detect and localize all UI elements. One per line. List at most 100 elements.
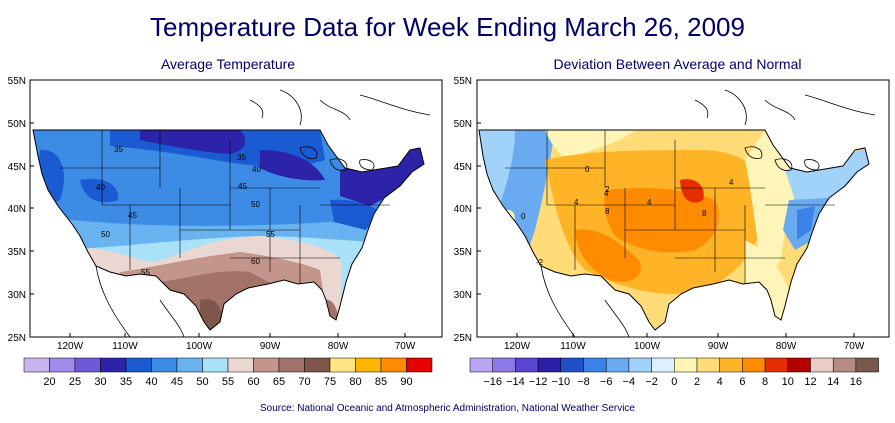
lat-label: 30N bbox=[8, 290, 26, 301]
legend-label: 35 bbox=[120, 376, 132, 388]
lat-label: 45N bbox=[454, 162, 472, 173]
legend-label: 6 bbox=[739, 376, 745, 388]
legend-label: 50 bbox=[196, 376, 208, 388]
legend-label: 20 bbox=[43, 376, 55, 388]
lat-label: 45N bbox=[8, 162, 26, 173]
legend-label: 40 bbox=[145, 376, 157, 388]
legend-label: −8 bbox=[577, 376, 590, 388]
legend-label: 45 bbox=[171, 376, 183, 388]
legend-swatch bbox=[719, 357, 743, 373]
legend-label: 16 bbox=[850, 376, 862, 388]
contour-label: 0 bbox=[521, 212, 526, 221]
legend-swatch bbox=[100, 357, 127, 373]
legend-label: 2 bbox=[694, 376, 700, 388]
lon-label: 80W bbox=[776, 341, 797, 352]
lat-label: 25N bbox=[454, 333, 472, 344]
legend-swatch bbox=[380, 357, 407, 373]
lon-label: 80W bbox=[328, 341, 349, 352]
lat-label: 50N bbox=[454, 119, 472, 130]
longitude-axis: 120W 110W 100W 90W 80W 70W bbox=[57, 341, 416, 352]
contour-label: -2 bbox=[536, 258, 544, 267]
lon-label: 70W bbox=[395, 341, 416, 352]
legend-swatch bbox=[787, 357, 811, 373]
lat-label: 40N bbox=[454, 204, 472, 215]
lon-label: 110W bbox=[560, 341, 586, 352]
legend-swatch bbox=[537, 357, 562, 373]
legend-swatch bbox=[764, 357, 789, 373]
legend-swatch bbox=[492, 357, 516, 373]
contour-label: 60 bbox=[251, 257, 260, 266]
legend-label: 80 bbox=[349, 376, 361, 388]
legend-swatch bbox=[406, 357, 433, 373]
legend-swatch bbox=[23, 357, 50, 373]
legend-swatch bbox=[696, 357, 720, 373]
contour-label: 35 bbox=[237, 153, 246, 162]
legend-swatch bbox=[560, 357, 584, 373]
legend-swatch bbox=[469, 357, 493, 373]
legend-label: 12 bbox=[804, 376, 816, 388]
legend-swatch bbox=[515, 357, 539, 373]
contour-label: 40 bbox=[252, 165, 261, 174]
temperature-deviation-legend: −16 −14 −12 −10 −8 −6 −4 −2 0 2 4 6 8 10 12 14 16 bbox=[469, 357, 879, 388]
lat-label: 55N bbox=[454, 76, 472, 87]
legend-swatch bbox=[355, 357, 382, 373]
legend-label: 0 bbox=[671, 376, 677, 388]
contour-label: 8 bbox=[702, 209, 707, 218]
legend-swatch bbox=[125, 357, 152, 373]
legend-label: 60 bbox=[247, 376, 259, 388]
legend-label: 90 bbox=[400, 376, 412, 388]
legend-swatch bbox=[628, 357, 652, 373]
lat-label: 40N bbox=[8, 204, 26, 215]
average-temperature-map: 35 35 40 40 45 45 50 50 55 55 60 55N 50N… bbox=[8, 76, 443, 352]
legend-label: 30 bbox=[94, 376, 106, 388]
lon-label: 120W bbox=[57, 341, 84, 352]
longitude-axis: 120W 110W 100W 90W 80W 70W bbox=[504, 341, 865, 352]
lon-label: 100W bbox=[186, 341, 213, 352]
legend-swatch bbox=[151, 357, 178, 373]
legend-swatch bbox=[651, 357, 675, 373]
legend-swatch bbox=[832, 357, 857, 373]
lat-label: 25N bbox=[8, 333, 26, 344]
contour-label: 45 bbox=[238, 182, 247, 191]
contour-label: 4 bbox=[574, 198, 579, 207]
legend-label: −6 bbox=[600, 376, 613, 388]
contour-labels: 0 4 4 4 8 8 0 2 -2 4 bbox=[521, 165, 734, 267]
legend-label: 10 bbox=[782, 376, 794, 388]
legend-swatch bbox=[227, 357, 254, 373]
contour-labels: 35 35 40 40 45 45 50 50 55 55 60 bbox=[96, 145, 275, 277]
contour-label: 4 bbox=[647, 198, 652, 207]
legend-swatch bbox=[742, 357, 766, 373]
contour-label: 45 bbox=[128, 211, 137, 220]
legend-swatch bbox=[253, 357, 280, 373]
contour-label: 55 bbox=[266, 230, 275, 239]
lat-label: 50N bbox=[8, 119, 26, 130]
legend-swatch bbox=[810, 357, 834, 373]
legend-swatch bbox=[583, 357, 607, 373]
legend-swatch bbox=[605, 357, 630, 373]
legend-swatch bbox=[329, 357, 356, 373]
legend-swatch bbox=[202, 357, 229, 373]
legend-swatch bbox=[176, 357, 203, 373]
legend-swatch bbox=[674, 357, 698, 373]
lon-label: 90W bbox=[260, 341, 281, 352]
contour-label: 8 bbox=[605, 207, 610, 216]
legend-label: 25 bbox=[69, 376, 81, 388]
legend-label: 65 bbox=[273, 376, 285, 388]
temperature-deviation-map: 0 4 4 4 8 8 0 2 -2 4 55N 50N 45N 40N 35N… bbox=[454, 76, 890, 352]
map-left-subtitle: Average Temperature bbox=[160, 56, 296, 72]
legend-swatch bbox=[74, 357, 101, 373]
lat-label: 35N bbox=[8, 247, 26, 258]
legend-label: −16 bbox=[483, 376, 502, 388]
latitude-axis: 55N 50N 45N 40N 35N 30N 25N bbox=[8, 76, 26, 344]
legend-label: −12 bbox=[529, 376, 548, 388]
lon-label: 110W bbox=[112, 341, 138, 352]
contour-label: 2 bbox=[605, 185, 610, 194]
contour-label: 40 bbox=[96, 183, 105, 192]
legend-swatch bbox=[49, 357, 76, 373]
legend-label: −4 bbox=[623, 376, 636, 388]
lon-label: 90W bbox=[708, 341, 729, 352]
legend-swatch bbox=[278, 357, 305, 373]
contour-label: 55 bbox=[141, 268, 150, 277]
legend-label: −14 bbox=[506, 376, 525, 388]
legend-label: 85 bbox=[375, 376, 387, 388]
